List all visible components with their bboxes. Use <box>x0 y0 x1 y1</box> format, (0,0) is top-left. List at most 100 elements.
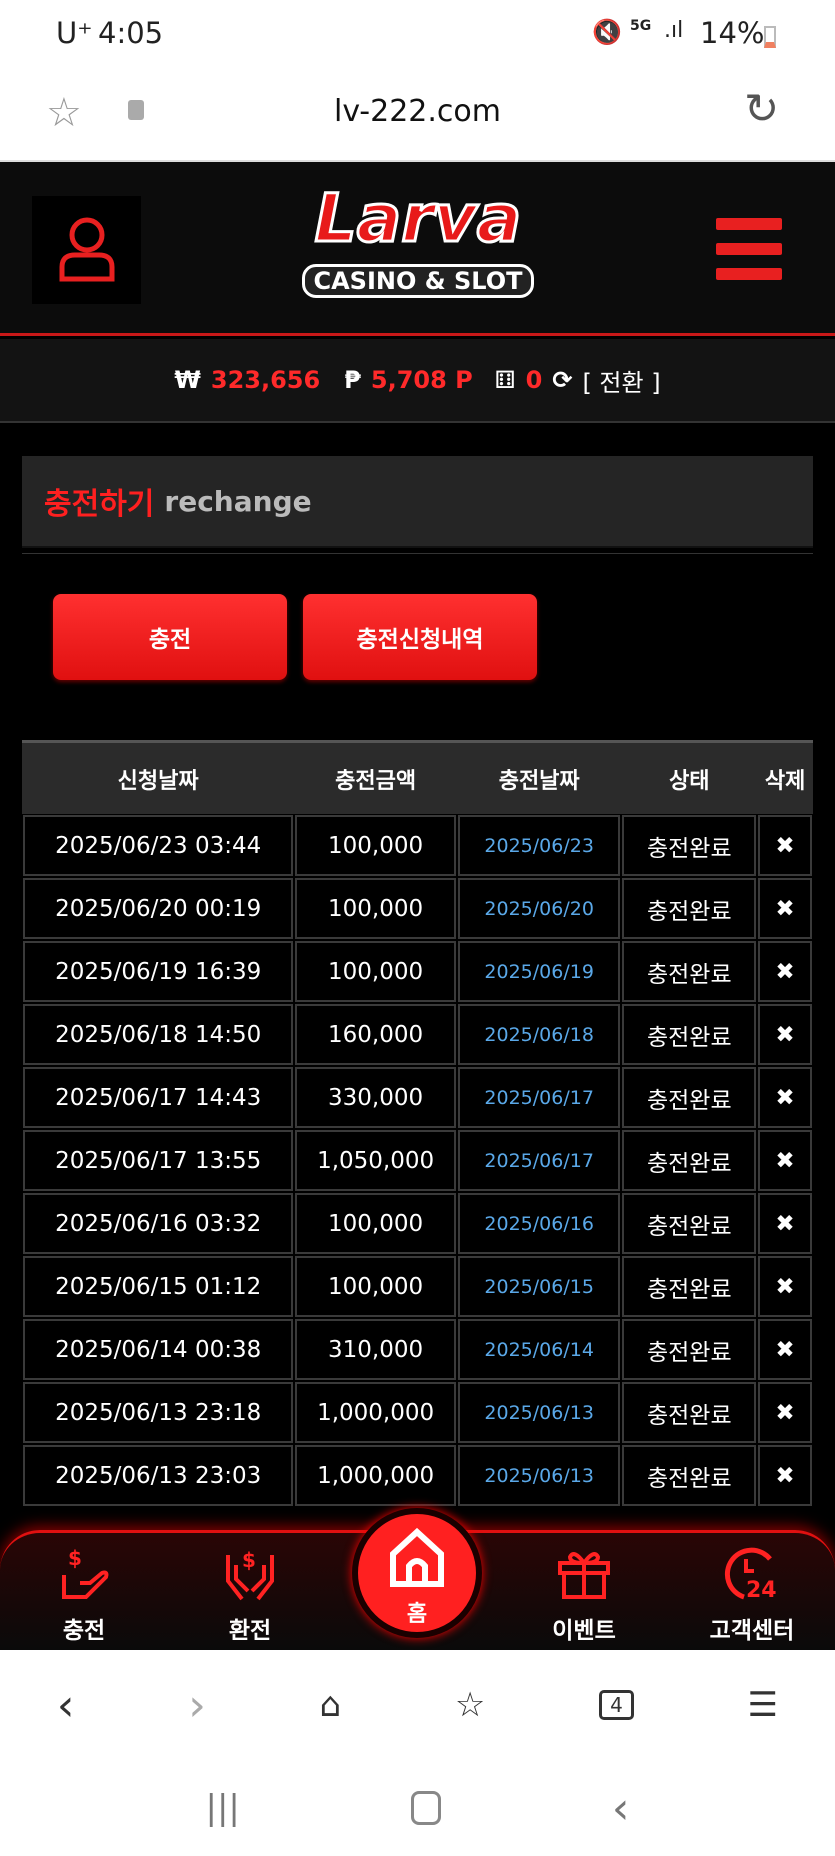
amount: 160,000 <box>295 1004 456 1065</box>
battery-text: 14% <box>700 16 765 50</box>
reload-icon[interactable]: ↻ <box>744 84 780 133</box>
status: 충전완료 <box>622 1319 757 1380</box>
request-date: 2025/06/13 23:03 <box>23 1445 294 1506</box>
status: 충전완료 <box>622 1004 757 1065</box>
delete-button[interactable]: ✖ <box>758 815 812 876</box>
table-row: 2025/06/23 03:44 100,000 2025/06/23 충전완료 ✖ <box>22 814 813 877</box>
status: 충전완료 <box>622 1382 757 1443</box>
bookmark-star-icon[interactable]: ☆ <box>46 90 82 136</box>
request-date: 2025/06/15 01:12 <box>23 1256 294 1317</box>
delete-button[interactable]: ✖ <box>758 1130 812 1191</box>
signal-icon: .ıl <box>664 18 684 43</box>
refresh-icon[interactable]: ⟳ <box>552 366 573 394</box>
user-button[interactable] <box>32 196 141 304</box>
forward-icon[interactable]: › <box>188 1679 206 1731</box>
request-date: 2025/06/14 00:38 <box>23 1319 294 1380</box>
request-date: 2025/06/19 16:39 <box>23 941 294 1002</box>
request-date: 2025/06/18 14:50 <box>23 1004 294 1065</box>
menu-hamburger-icon[interactable] <box>716 218 782 280</box>
nav-exchange[interactable]: $ 환전 <box>190 1545 310 1645</box>
delete-button[interactable]: ✖ <box>758 878 812 939</box>
charge-button[interactable]: 충전 <box>53 594 287 680</box>
home-icon <box>390 1527 444 1587</box>
point-icon: ₱ <box>344 366 361 394</box>
status: 충전완료 <box>622 815 757 876</box>
amount: 100,000 <box>295 1256 456 1317</box>
charge-date: 2025/06/14 <box>457 1319 621 1380</box>
table-row: 2025/06/17 13:55 1,050,000 2025/06/17 충전완료 ✖ <box>22 1129 813 1192</box>
amount: 100,000 <box>295 1193 456 1254</box>
request-date: 2025/06/17 14:43 <box>23 1067 294 1128</box>
nav-event[interactable]: 이벤트 <box>524 1545 644 1645</box>
charge-date: 2025/06/23 <box>457 815 621 876</box>
status: 충전완료 <box>622 1445 757 1506</box>
bookmarks-icon[interactable]: ☆ <box>454 1685 486 1725</box>
delete-button[interactable]: ✖ <box>758 1445 812 1506</box>
status: 충전완료 <box>622 1193 757 1254</box>
charge-date: 2025/06/15 <box>457 1256 621 1317</box>
dice-icon: ⚅ <box>494 366 516 394</box>
mute-icon: 🔇 <box>592 18 622 46</box>
table-row: 2025/06/18 14:50 160,000 2025/06/18 충전완료 ✖ <box>22 1003 813 1066</box>
url-text[interactable]: lv-222.com <box>334 94 501 129</box>
clock: 4:05 <box>98 16 164 50</box>
site-logo[interactable]: Larva CASINO & SLOT <box>296 174 540 324</box>
table-header: 신청날짜 충전금액 충전날짜 상태 삭제 <box>22 740 813 814</box>
request-date: 2025/06/20 00:19 <box>23 878 294 939</box>
status: 충전완료 <box>622 1130 757 1191</box>
charge-history-table: 신청날짜 충전금액 충전날짜 상태 삭제 2025/06/23 03:44 100… <box>22 740 813 1507</box>
browser-menu-icon[interactable]: ☰ <box>747 1685 779 1725</box>
cash-balance: 323,656 <box>210 366 321 394</box>
nav-home[interactable]: 홈 <box>352 1508 482 1638</box>
amount: 100,000 <box>295 878 456 939</box>
delete-button[interactable]: ✖ <box>758 1256 812 1317</box>
battery-icon <box>764 26 776 48</box>
system-home-icon[interactable] <box>410 1791 441 1825</box>
delete-button[interactable]: ✖ <box>758 1193 812 1254</box>
delete-button[interactable]: ✖ <box>758 1319 812 1380</box>
charge-date: 2025/06/16 <box>457 1193 621 1254</box>
page-title: 충전하기 rechange <box>22 456 813 548</box>
request-date: 2025/06/13 23:18 <box>23 1382 294 1443</box>
request-date: 2025/06/23 03:44 <box>23 815 294 876</box>
system-nav: ||| ‹ <box>0 1760 835 1856</box>
deposit-hand-icon: $ <box>62 1546 109 1599</box>
browser-address-bar: ☆ lv-222.com ↻ <box>0 80 835 162</box>
dice-count: 0 <box>525 366 543 394</box>
user-icon <box>59 217 114 282</box>
delete-button[interactable]: ✖ <box>758 1067 812 1128</box>
won-icon: ₩ <box>174 366 201 394</box>
convert-button[interactable]: [ 전환 ] <box>582 368 661 397</box>
lock-icon <box>128 100 144 120</box>
svg-text:24: 24 <box>746 1578 777 1601</box>
back-icon[interactable]: ‹ <box>56 1679 75 1731</box>
svg-text:$: $ <box>68 1546 82 1570</box>
site-header: Larva CASINO & SLOT <box>0 162 835 336</box>
amount: 1,000,000 <box>295 1382 456 1443</box>
table-row: 2025/06/19 16:39 100,000 2025/06/19 충전완료 ✖ <box>22 940 813 1003</box>
delete-button[interactable]: ✖ <box>758 1004 812 1065</box>
nav-support[interactable]: 24 고객센터 <box>692 1545 812 1645</box>
charge-history-button[interactable]: 충전신청내역 <box>303 594 537 680</box>
request-date: 2025/06/17 13:55 <box>23 1130 294 1191</box>
divider <box>22 553 813 554</box>
system-back-icon[interactable]: ‹ <box>611 1782 630 1834</box>
status: 충전완료 <box>622 1256 757 1317</box>
delete-button[interactable]: ✖ <box>758 941 812 1002</box>
status: 충전완료 <box>622 1067 757 1128</box>
charge-date: 2025/06/13 <box>457 1382 621 1443</box>
table-row: 2025/06/14 00:38 310,000 2025/06/14 충전완료 ✖ <box>22 1318 813 1381</box>
charge-date: 2025/06/20 <box>457 878 621 939</box>
nav-charge[interactable]: $ 충전 <box>24 1545 144 1645</box>
amount: 100,000 <box>295 941 456 1002</box>
amount: 100,000 <box>295 815 456 876</box>
amount: 330,000 <box>295 1067 456 1128</box>
table-row: 2025/06/15 01:12 100,000 2025/06/15 충전완료 ✖ <box>22 1255 813 1318</box>
delete-button[interactable]: ✖ <box>758 1382 812 1443</box>
tabs-icon[interactable]: 4 <box>599 1690 634 1720</box>
balance-bar: ₩ 323,656 ₱ 5,708 P ⚅ 0 ⟳ [ 전환 ] <box>0 339 835 423</box>
charge-date: 2025/06/17 <box>457 1067 621 1128</box>
browser-home-icon[interactable]: ⌂ <box>319 1685 342 1725</box>
recent-apps-icon[interactable]: ||| <box>205 1788 240 1828</box>
5g-icon: 5G <box>630 18 652 34</box>
